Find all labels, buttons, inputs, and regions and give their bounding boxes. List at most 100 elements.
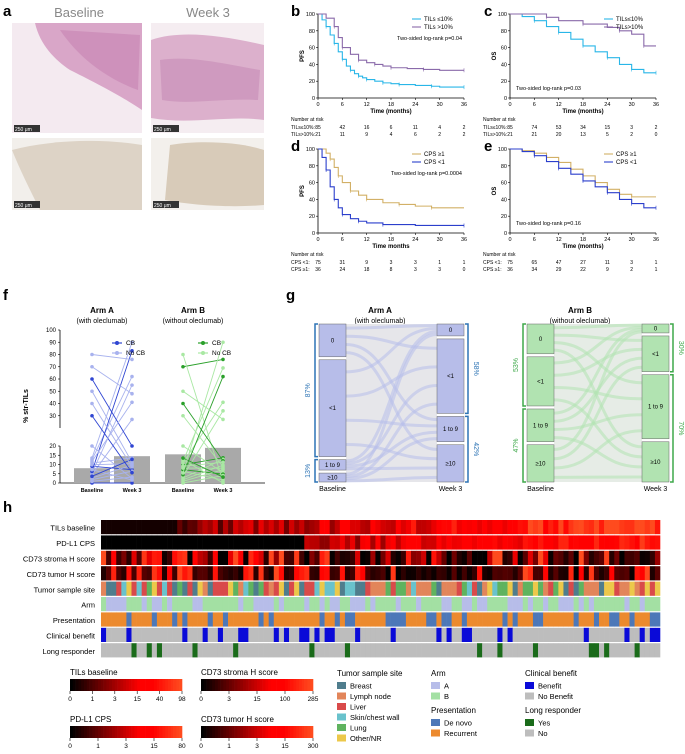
scale-gradient-cell <box>159 726 163 738</box>
heatmap-cell <box>126 550 132 565</box>
heatmap-cell <box>309 581 315 596</box>
sankey-plots: Arm A(with oleclumab)0<11 to 9≥100<11 to… <box>305 306 684 493</box>
heatmap-cell <box>106 535 112 550</box>
heatmap-cell <box>339 597 346 612</box>
heatmap-cell <box>101 597 107 612</box>
heatmap-cell <box>101 581 107 596</box>
heatmap-cell <box>416 581 422 596</box>
heatmap-cell <box>644 627 651 642</box>
patient-line <box>91 391 133 463</box>
legend-title: Clinical benefit <box>525 669 578 678</box>
heatmap-cell <box>487 627 493 642</box>
heatmap-cell <box>350 550 356 565</box>
scale-gradient-cell <box>123 679 127 691</box>
heatmap-cell <box>487 550 493 565</box>
heatmap-cell <box>599 581 605 596</box>
heatmap-cell <box>629 643 635 658</box>
heatmap-cell <box>431 581 437 596</box>
node-week3 <box>641 335 670 372</box>
heatmap-cell <box>111 627 117 642</box>
heatmap-cell <box>471 520 478 535</box>
heatmap-cell <box>487 597 493 612</box>
heatmap-cell <box>639 535 646 550</box>
risk-value: 3 <box>630 260 633 266</box>
patient-line <box>182 354 224 482</box>
heatmap-cell <box>289 597 295 612</box>
legend-swatch <box>525 719 534 726</box>
heatmap-cell <box>385 566 391 581</box>
heatmap-cell <box>360 627 366 642</box>
heatmap-cell <box>390 643 397 658</box>
heatmap-cell <box>538 627 544 642</box>
heatmap-cell <box>141 643 148 658</box>
heatmap-cell <box>161 627 168 642</box>
heatmap-cell <box>238 627 244 642</box>
scale-gradient-cell <box>142 679 146 691</box>
heatmap-cell <box>588 581 595 596</box>
y-tick-label: 0 <box>53 481 57 487</box>
scale-gradient-cell <box>234 726 238 738</box>
heatmap-cell <box>436 581 442 596</box>
patient-dot <box>181 471 185 475</box>
patient-line <box>182 457 224 478</box>
heatmap-cell <box>355 597 361 612</box>
heatmap-cell <box>400 520 407 535</box>
heatmap-cell <box>278 612 285 627</box>
heatmap-cell <box>573 627 579 642</box>
heatmap-cell <box>278 581 285 596</box>
heatmap-cell <box>151 520 158 535</box>
heatmap-cell <box>248 566 254 581</box>
heatmap-cell <box>588 597 595 612</box>
heatmap-cell <box>609 566 615 581</box>
heatmap-cell <box>101 612 107 627</box>
heatmap-cell <box>222 627 229 642</box>
heatmap-cell <box>146 535 153 550</box>
heatmap-cell <box>471 612 478 627</box>
heatmap-cell <box>482 520 488 535</box>
heatmap-cell <box>471 550 478 565</box>
heatmap-cell <box>395 643 402 658</box>
legend-label: Lung <box>350 724 367 733</box>
heatmap-cell <box>268 581 275 596</box>
heatmap-cell <box>187 566 193 581</box>
heatmap-cell <box>548 627 554 642</box>
heatmap-cell <box>253 643 259 658</box>
heatmap-cell <box>644 566 651 581</box>
heatmap-cell <box>350 643 356 658</box>
heatmap-cell <box>243 627 249 642</box>
heatmap-cell <box>222 643 229 658</box>
risk-value: 36 <box>507 267 513 273</box>
heatmap-cell <box>654 550 661 565</box>
heatmap-cell <box>426 535 432 550</box>
scale-gradient-cell <box>220 726 224 738</box>
scale-gradient-cell <box>226 679 230 691</box>
flow <box>345 383 438 466</box>
scale-gradient-cell <box>223 679 227 691</box>
heatmap-cell <box>558 520 564 535</box>
heatmap-cell <box>344 520 351 535</box>
heatmap-cell <box>299 643 305 658</box>
legend-swatch <box>337 703 346 710</box>
scale-gradient-cell <box>148 726 152 738</box>
heatmap-cell <box>583 643 590 658</box>
risk-value: 1 <box>438 260 441 266</box>
risk-value: 31 <box>340 260 346 266</box>
heatmap-cell <box>558 627 564 642</box>
y-tick-label: 40 <box>501 197 507 203</box>
risk-value: 11 <box>413 125 418 131</box>
node-baseline <box>318 323 347 358</box>
heatmap-cell <box>111 643 117 658</box>
risk-row-label: TILs>10%: <box>291 132 315 138</box>
scale-gradient-cell <box>282 726 286 738</box>
heatmap-cell <box>334 597 341 612</box>
heatmap-cell <box>324 597 330 612</box>
heatmap-cell <box>609 612 615 627</box>
scale-gradient-cell <box>114 726 118 738</box>
heatmap-cell <box>426 566 432 581</box>
row-label: Presentation <box>53 616 95 625</box>
heatmap-cell <box>461 581 468 596</box>
legend-title: Arm <box>431 669 446 678</box>
x-tick-label: 6 <box>533 237 536 243</box>
scale-gradient-cell <box>285 726 289 738</box>
